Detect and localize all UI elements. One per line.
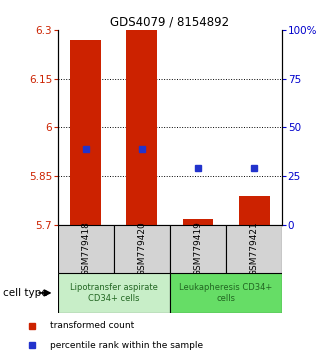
Bar [58, 273, 170, 313]
Bar [239, 195, 270, 225]
Text: GSM779418: GSM779418 [81, 221, 90, 276]
Bar [126, 30, 157, 225]
Bar [70, 40, 101, 225]
Text: Lipotransfer aspirate
CD34+ cells: Lipotransfer aspirate CD34+ cells [70, 283, 158, 303]
Text: GSM779419: GSM779419 [193, 221, 203, 276]
Text: cell type: cell type [3, 288, 48, 298]
Title: GDS4079 / 8154892: GDS4079 / 8154892 [111, 16, 229, 29]
Bar [170, 273, 282, 313]
Bar [182, 219, 214, 225]
Bar [170, 225, 226, 273]
Text: transformed count: transformed count [50, 321, 134, 330]
Bar [58, 225, 114, 273]
Text: GSM779421: GSM779421 [249, 221, 259, 276]
Text: Leukapheresis CD34+
cells: Leukapheresis CD34+ cells [180, 283, 273, 303]
Text: GSM779420: GSM779420 [137, 221, 147, 276]
Text: percentile rank within the sample: percentile rank within the sample [50, 341, 203, 350]
Bar [114, 225, 170, 273]
Bar [226, 225, 282, 273]
